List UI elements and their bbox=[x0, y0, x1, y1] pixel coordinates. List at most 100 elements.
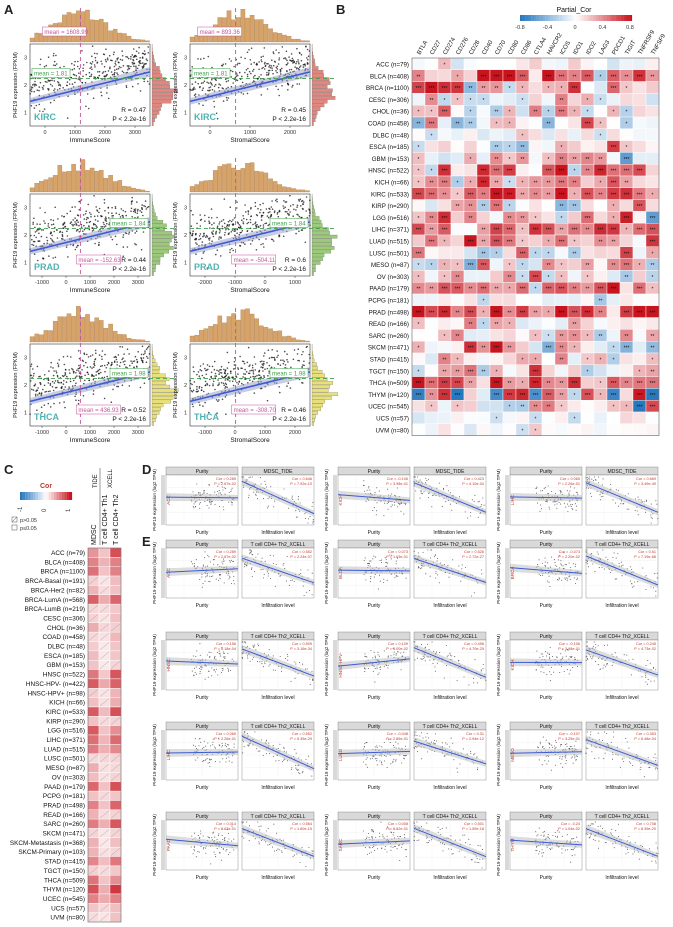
significance-mark: ** bbox=[586, 169, 590, 175]
x-tick-label: 0 bbox=[208, 130, 211, 136]
significance-mark: ** bbox=[547, 192, 551, 198]
data-point bbox=[264, 61, 266, 64]
heatmap-cell bbox=[87, 744, 100, 754]
legend-swatch bbox=[59, 492, 62, 500]
data-point bbox=[92, 378, 95, 381]
heatmap-cell bbox=[109, 678, 122, 689]
significance-mark: *** bbox=[429, 86, 435, 92]
significance-mark: ** bbox=[625, 275, 629, 281]
data-point bbox=[100, 60, 102, 63]
data-point bbox=[203, 564, 205, 566]
heatmap-cell bbox=[528, 81, 543, 94]
heatmap-cell bbox=[528, 341, 543, 354]
significance-mark: * bbox=[548, 251, 550, 257]
significance-mark: *** bbox=[533, 275, 539, 281]
data-point bbox=[215, 399, 218, 401]
histogram-bar bbox=[151, 216, 158, 220]
data-point bbox=[263, 246, 265, 248]
data-point bbox=[77, 350, 80, 352]
data-point bbox=[242, 360, 245, 363]
data-point bbox=[405, 577, 407, 579]
histogram-bar bbox=[76, 10, 81, 43]
data-point bbox=[308, 353, 311, 356]
histogram-bar bbox=[236, 319, 241, 343]
significance-mark: *** bbox=[468, 192, 474, 198]
significance-mark: *** bbox=[624, 216, 630, 222]
data-point bbox=[138, 61, 141, 64]
data-point bbox=[438, 582, 440, 584]
data-point bbox=[295, 510, 297, 512]
significance-mark: * bbox=[457, 263, 459, 269]
data-point bbox=[210, 82, 213, 85]
histogram-bar bbox=[311, 227, 329, 232]
data-point bbox=[586, 476, 588, 478]
data-point bbox=[246, 51, 249, 54]
histogram-bar bbox=[122, 334, 127, 343]
significance-mark: * bbox=[613, 346, 615, 352]
heatmap-cell bbox=[580, 341, 595, 354]
significance-mark: ** bbox=[560, 346, 564, 352]
data-point bbox=[442, 488, 445, 490]
data-point bbox=[209, 561, 211, 563]
significance-mark: * bbox=[613, 110, 615, 116]
heatmap-cell bbox=[98, 594, 111, 605]
data-point bbox=[209, 575, 211, 577]
data-point bbox=[47, 223, 50, 225]
data-point bbox=[127, 67, 130, 69]
data-point bbox=[369, 565, 371, 567]
heatmap-cell bbox=[87, 660, 100, 670]
data-point bbox=[216, 369, 218, 372]
x-tick-label: 3000 bbox=[132, 430, 144, 436]
histogram-bar bbox=[311, 122, 314, 126]
data-point bbox=[307, 55, 310, 57]
data-point bbox=[142, 62, 144, 64]
significance-mark: * bbox=[431, 263, 433, 269]
significance-mark: ** bbox=[443, 192, 447, 198]
data-point bbox=[260, 219, 263, 221]
data-point bbox=[114, 355, 117, 358]
data-point bbox=[214, 503, 216, 505]
significance-mark: * bbox=[574, 393, 576, 399]
heatmap-cell bbox=[489, 329, 504, 342]
data-point bbox=[227, 574, 229, 576]
data-point bbox=[131, 196, 133, 199]
data-point bbox=[211, 365, 214, 368]
histogram-bar bbox=[217, 315, 223, 343]
data-point bbox=[52, 374, 55, 377]
data-point bbox=[31, 238, 33, 241]
data-point bbox=[220, 366, 223, 368]
data-point bbox=[300, 54, 303, 56]
significance-mark: *** bbox=[455, 86, 461, 92]
data-point bbox=[84, 374, 86, 377]
data-point bbox=[447, 490, 449, 492]
mean-y-label: mean = 1.84 bbox=[272, 221, 306, 227]
data-point bbox=[146, 347, 149, 349]
heatmap-cell bbox=[450, 317, 465, 330]
data-point bbox=[246, 73, 249, 76]
row-label: CHOL (n=36) bbox=[372, 109, 409, 116]
data-point bbox=[50, 237, 52, 240]
legend-swatch bbox=[598, 15, 602, 21]
data-point bbox=[556, 507, 558, 509]
data-point bbox=[250, 568, 252, 570]
data-point bbox=[31, 84, 34, 86]
significance-mark: ** bbox=[599, 239, 603, 245]
heatmap-cell bbox=[87, 594, 100, 605]
data-point bbox=[209, 81, 212, 84]
significance-mark: ** bbox=[521, 405, 525, 411]
histogram-bar bbox=[286, 187, 292, 193]
data-point bbox=[38, 392, 41, 395]
data-point bbox=[122, 246, 125, 248]
column-header: CD27 bbox=[430, 39, 443, 56]
data-point bbox=[304, 63, 306, 65]
significance-mark: *** bbox=[624, 251, 630, 257]
data-point bbox=[72, 225, 74, 227]
data-point bbox=[559, 490, 561, 492]
data-point bbox=[213, 559, 215, 561]
heatmap-cell bbox=[502, 128, 517, 141]
data-point bbox=[370, 578, 372, 580]
data-point bbox=[143, 80, 145, 83]
histogram-bar bbox=[259, 325, 264, 343]
row-label: TGCT (n=150) bbox=[369, 368, 409, 375]
data-point bbox=[266, 571, 268, 573]
